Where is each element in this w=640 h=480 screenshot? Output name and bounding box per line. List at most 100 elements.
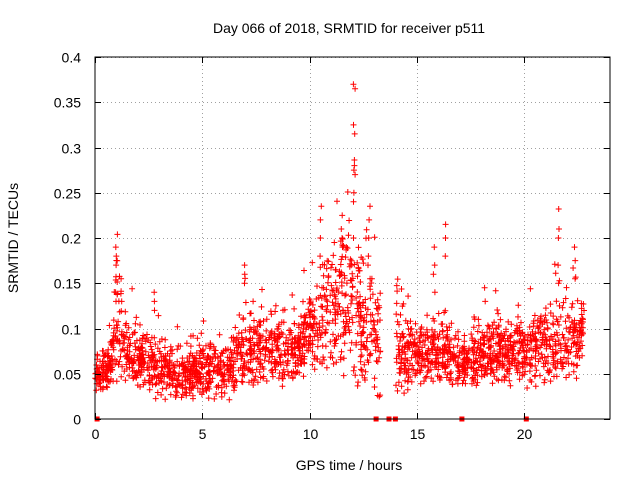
data-point <box>527 285 534 292</box>
data-point <box>430 333 437 339</box>
data-point <box>405 369 411 376</box>
data-point <box>311 307 318 314</box>
data-point <box>353 295 360 301</box>
data-point <box>187 343 194 350</box>
data-point <box>356 318 362 325</box>
data-point <box>461 371 468 378</box>
data-point <box>268 367 275 374</box>
data-point <box>424 369 431 376</box>
y-tick-label: 0.05 <box>54 367 81 383</box>
data-point <box>438 321 445 328</box>
data-point <box>100 384 107 391</box>
data-point <box>425 358 431 365</box>
data-point-peak <box>351 130 358 137</box>
data-point <box>402 343 409 350</box>
data-point <box>114 231 121 238</box>
data-point <box>239 379 246 386</box>
data-point <box>288 341 295 348</box>
data-point <box>291 305 298 312</box>
data-point <box>96 380 103 387</box>
data-point <box>160 371 167 378</box>
data-point <box>150 353 157 360</box>
data-point <box>409 348 416 355</box>
data-point <box>357 312 364 319</box>
data-point <box>240 370 247 377</box>
data-point <box>108 366 115 373</box>
data-point <box>327 338 334 345</box>
data-point <box>350 235 357 241</box>
data-point <box>263 378 270 384</box>
data-point <box>331 343 338 349</box>
data-point <box>570 368 577 375</box>
data-point <box>373 358 380 364</box>
data-point <box>547 343 554 350</box>
data-point <box>527 362 534 369</box>
data-point <box>256 369 263 375</box>
data-point <box>480 354 487 361</box>
data-point <box>454 342 461 349</box>
data-point <box>364 334 371 341</box>
data-point <box>142 338 149 345</box>
data-point <box>441 363 448 370</box>
data-point <box>501 362 507 369</box>
data-point <box>279 383 286 390</box>
data-point <box>515 350 522 357</box>
data-point <box>354 382 361 389</box>
data-point <box>528 378 535 385</box>
data-point <box>492 287 499 294</box>
data-point <box>340 242 347 249</box>
data-point <box>349 283 356 290</box>
data-point <box>280 307 286 314</box>
data-point-peak <box>366 216 373 223</box>
data-point <box>512 355 519 362</box>
data-point <box>197 389 203 395</box>
data-point <box>435 310 442 317</box>
data-point <box>514 369 521 376</box>
data-point <box>231 384 238 391</box>
data-point <box>430 331 437 338</box>
data-point-peak <box>442 221 449 228</box>
data-point <box>428 375 435 382</box>
data-point <box>360 260 367 267</box>
data-point <box>172 370 179 377</box>
data-point <box>393 311 400 318</box>
data-point <box>293 369 300 376</box>
data-point <box>556 277 563 284</box>
data-point <box>446 341 453 348</box>
data-point <box>327 292 334 299</box>
data-point <box>507 382 514 389</box>
data-point <box>314 332 321 339</box>
data-point <box>122 377 129 384</box>
data-point <box>349 319 356 326</box>
data-point <box>282 352 289 358</box>
data-point <box>255 342 261 349</box>
data-point <box>452 332 459 339</box>
data-point <box>148 346 155 353</box>
data-point <box>475 352 482 359</box>
data-point <box>132 370 139 376</box>
data-point <box>503 343 510 350</box>
data-point <box>190 383 197 390</box>
data-point <box>342 329 349 336</box>
data-point <box>166 381 173 388</box>
data-point <box>404 320 411 327</box>
data-point <box>368 280 375 286</box>
data-point <box>230 372 237 379</box>
data-point <box>503 326 509 333</box>
data-point <box>481 372 488 378</box>
data-point <box>148 334 155 341</box>
data-point <box>208 378 215 385</box>
data-point <box>278 319 285 326</box>
data-point <box>494 307 501 313</box>
x-tick-label: 15 <box>410 426 426 442</box>
data-point <box>123 352 130 359</box>
data-point <box>183 386 190 393</box>
data-point <box>155 371 161 378</box>
data-point <box>140 381 147 388</box>
data-point <box>571 326 578 333</box>
data-point <box>157 377 164 384</box>
data-point <box>377 348 383 355</box>
data-point <box>393 300 400 307</box>
data-point <box>138 356 145 363</box>
data-point <box>433 352 440 359</box>
